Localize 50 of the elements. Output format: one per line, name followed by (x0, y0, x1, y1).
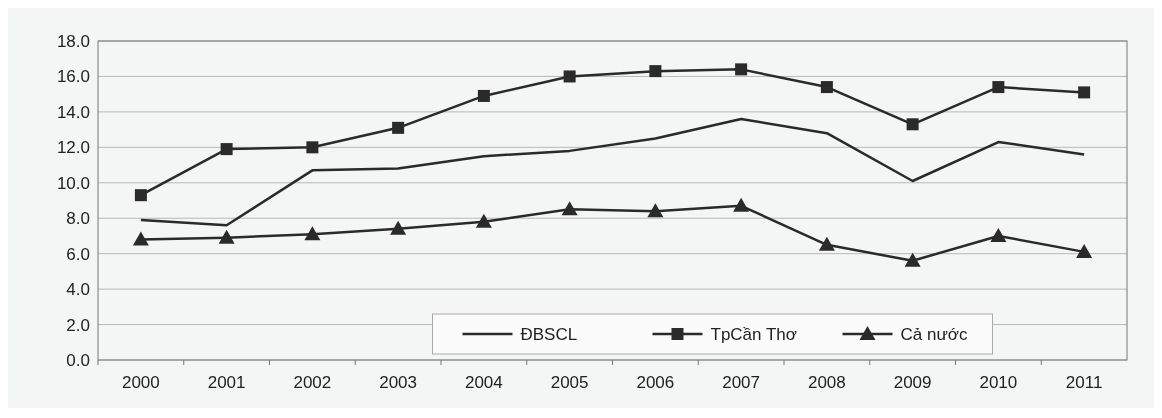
point (561, 201, 578, 216)
y-tick-label: 2.0 (66, 315, 90, 335)
x-tick-label: 2002 (293, 373, 332, 392)
point (904, 252, 921, 267)
y-tick-label: 10.0 (56, 173, 90, 193)
x-tick-label: 2011 (1065, 373, 1103, 392)
point (134, 189, 147, 202)
y-tick-label: 4.0 (66, 280, 90, 300)
y-tick-label: 16.0 (56, 67, 90, 87)
x-tick-label: 2001 (207, 373, 246, 392)
point (304, 226, 321, 241)
point (477, 89, 490, 102)
x-tick-label: 2009 (893, 373, 932, 392)
point (990, 227, 1007, 242)
point (1076, 243, 1093, 258)
legend-label: TpCần Thơ (710, 324, 797, 344)
x-tick-label: 2007 (722, 373, 761, 392)
legend-label: ĐBSCL (520, 324, 578, 344)
y-tick-label: 14.0 (56, 102, 90, 122)
y-tick-label: 6.0 (66, 244, 90, 264)
x-tick-label: 2010 (979, 373, 1018, 392)
point (992, 81, 1005, 94)
y-tick-label: 0.0 (66, 350, 90, 370)
point (475, 213, 492, 228)
point (220, 143, 233, 156)
x-tick-label: 2006 (636, 373, 675, 392)
x-tick-label: 2000 (121, 373, 160, 392)
y-tick-label: 8.0 (66, 209, 90, 229)
point (218, 229, 235, 244)
x-tick-label: 2004 (464, 373, 503, 392)
point (390, 220, 407, 235)
line-series (139, 117, 1086, 227)
point (392, 121, 405, 134)
x-tick-label: 2003 (379, 373, 418, 392)
point (735, 63, 748, 76)
point (649, 65, 662, 78)
point (820, 81, 833, 94)
x-tick-label: 2008 (807, 373, 846, 392)
y-tick-label: 12.0 (56, 138, 90, 158)
legend-label: Cả nước (900, 324, 968, 344)
point (647, 203, 664, 218)
point (132, 231, 149, 246)
point (733, 197, 750, 212)
x-tick-label: 2005 (550, 373, 589, 392)
point (818, 236, 835, 251)
point (563, 70, 576, 83)
point (906, 118, 919, 131)
y-tick-label: 18.0 (56, 31, 90, 51)
point (306, 141, 319, 154)
point (1078, 86, 1091, 99)
